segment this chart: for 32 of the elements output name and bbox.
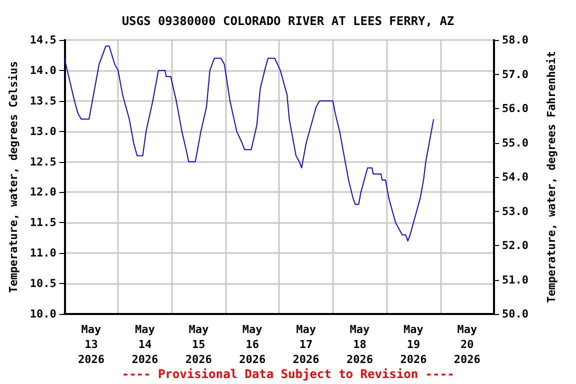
y-tick-label: 13.5: [30, 94, 56, 108]
y-tick-label: 12.5: [30, 155, 56, 168]
y-tick-label: 11.0: [30, 246, 56, 260]
x-tick-label: May 14 2026: [132, 323, 159, 366]
y2-tick-label: 56.0: [502, 102, 528, 115]
y-tick-label: 14.5: [30, 34, 56, 46]
y2-tick-label: 55.0: [502, 136, 528, 150]
y2-tick-label: 54.0: [502, 170, 528, 184]
x-tick-label: May 13 2026: [78, 323, 105, 366]
text: ---- Provisional Data Subject to Revision ----: [122, 367, 454, 381]
x-tick-label: May 19 2026: [400, 323, 428, 366]
y-tick-label: 10.0: [30, 308, 56, 320]
y-tick-label: 14.0: [30, 64, 56, 77]
x-tick-label: May 16 2026: [239, 323, 266, 366]
line-series: [64, 46, 434, 242]
y2-tick-label: 53.0: [502, 204, 528, 218]
chart-title: USGS 09380000 COLORADO RIVER AT LEES FERRY, AZ: [122, 14, 454, 28]
x-tick-label: May 20 2026: [454, 323, 481, 366]
y2-tick-label: 50.0: [502, 308, 528, 320]
x-tick-label: May 15 2026: [185, 323, 212, 366]
y2-axis-title: Temperature, water, degrees Fahrenheit: [545, 51, 558, 303]
y2-tick-label: 58.0: [502, 34, 528, 46]
y-tick-label: 11.5: [30, 216, 56, 230]
y-tick-label: 10.5: [30, 277, 56, 290]
x-tick-label: May 18 2026: [346, 323, 374, 366]
y-tick-label: 13.0: [30, 124, 56, 138]
y2-tick-label: 52.0: [502, 239, 528, 252]
y2-tick-label: 51.0: [502, 273, 528, 286]
x-tick-label: May 17 2026: [292, 323, 320, 366]
y-tick-label: 12.0: [30, 186, 56, 199]
y2-tick-label: 57.0: [502, 68, 528, 81]
y-axis-title: Temperature, water, degrees Celsius: [7, 61, 20, 293]
